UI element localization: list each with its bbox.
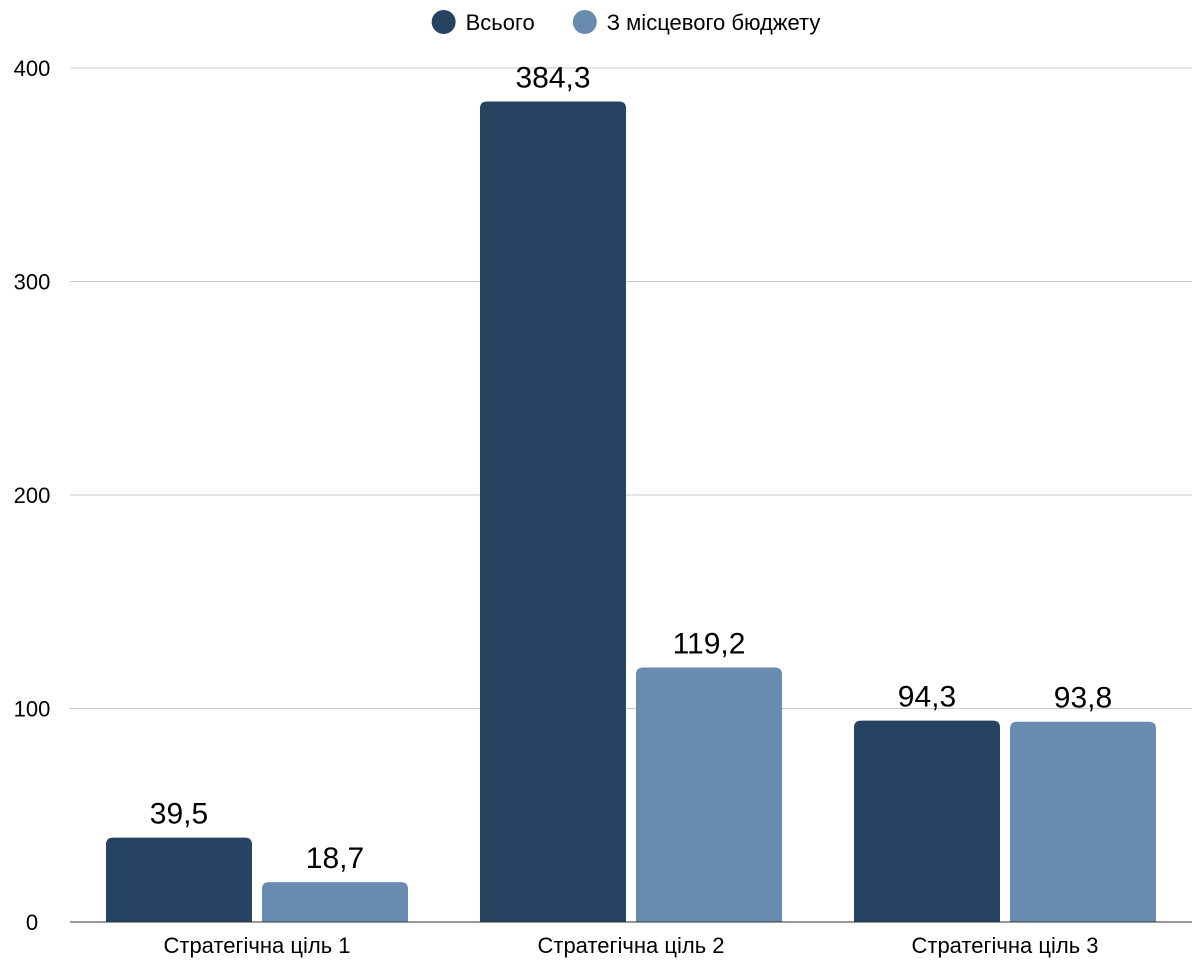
y-tick-label: 200 xyxy=(14,483,51,508)
legend-marker xyxy=(572,10,597,34)
y-tick-label: 100 xyxy=(14,697,51,722)
data-labels: 39,5 18,7 384,3 119,2 94,3 93,8 xyxy=(150,62,1112,876)
legend: Всього З місцевого бюджету xyxy=(431,10,821,35)
bar-local-budget xyxy=(1010,721,1156,922)
x-tick-label: Стратегічна ціль 3 xyxy=(911,933,1098,958)
bars xyxy=(106,101,1156,922)
bar-local-budget xyxy=(262,882,408,922)
bar-local-budget xyxy=(636,667,782,922)
data-label: 94,3 xyxy=(898,681,956,714)
y-tick-label: 400 xyxy=(14,56,51,81)
bar-total xyxy=(106,837,252,922)
axes: 0 100 200 300 400 Стратегічна ціль 1 Стратегіч… xyxy=(14,56,1192,958)
y-tick-label: 0 xyxy=(26,910,38,935)
legend-label: Всього xyxy=(466,10,535,35)
x-tick-label: Стратегічна ціль 1 xyxy=(163,933,350,958)
data-label: 384,3 xyxy=(515,62,590,95)
bar-total xyxy=(854,720,1000,922)
legend-marker xyxy=(431,10,456,34)
data-label: 18,7 xyxy=(306,842,364,875)
y-tick-label: 300 xyxy=(14,270,51,295)
legend-label: З місцевого бюджету xyxy=(607,10,821,35)
data-label: 119,2 xyxy=(673,628,746,661)
x-tick-label: Стратегічна ціль 2 xyxy=(537,933,724,958)
bar-total xyxy=(480,101,626,922)
data-label: 39,5 xyxy=(150,798,208,831)
data-label: 93,8 xyxy=(1054,682,1112,715)
grid xyxy=(70,67,1192,709)
